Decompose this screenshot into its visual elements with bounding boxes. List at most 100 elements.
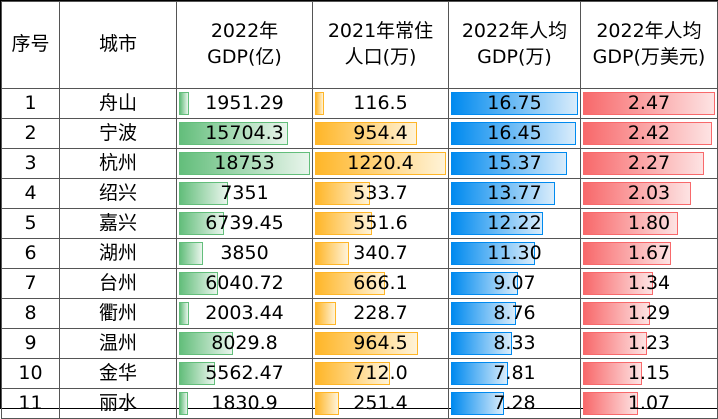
gdp-data-bar (179, 332, 233, 355)
row-pop: 551.6 (312, 208, 449, 239)
table-row: 8 衢州 2003.44 228.7 8.76 1.29 (1, 298, 718, 329)
row-pop-value: 666.1 (353, 272, 408, 294)
row-pc-value: 9.07 (493, 272, 536, 294)
row-index: 5 (1, 208, 60, 239)
usd-data-bar (583, 182, 691, 205)
usd-data-bar (583, 152, 704, 175)
row-usd: 1.80 (580, 208, 718, 239)
row-index: 10 (1, 358, 60, 389)
row-pop: 533.7 (312, 178, 449, 209)
table-row: 1 舟山 1951.29 116.5 16.75 2.47 (1, 88, 718, 119)
row-pc: 11.30 (448, 238, 581, 269)
row-gdp: 15704.3 (176, 118, 313, 149)
header-city: 城市 (59, 1, 177, 89)
pop-data-bar (315, 332, 418, 355)
row-pc-value: 7.81 (493, 362, 536, 384)
pc-data-bar (451, 242, 536, 265)
row-gdp: 6040.72 (176, 268, 313, 299)
table-body: 1 舟山 1951.29 116.5 16.75 2.47 2 宁波 15704.3 954.4 1… (1, 88, 718, 419)
row-usd: 2.42 (580, 118, 718, 149)
header-gdp: 2022年 GDP(亿) (176, 1, 313, 89)
table-row: 7 台州 6040.72 666.1 9.07 1.34 (1, 268, 718, 299)
row-city-value: 湖州 (98, 242, 137, 264)
row-pc-value: 15.37 (487, 152, 542, 174)
row-pc: 8.76 (448, 298, 581, 329)
pc-data-bar (451, 332, 513, 355)
gdp-data-bar (179, 92, 190, 115)
row-gdp-value: 15704.3 (205, 122, 284, 144)
row-city: 金华 (59, 358, 177, 389)
row-index: 7 (1, 268, 60, 299)
usd-data-bar (583, 302, 651, 325)
row-gdp-value: 3850 (220, 242, 269, 264)
row-usd-value: 2.42 (627, 122, 671, 144)
pop-data-bar (315, 122, 417, 145)
table-row: 3 杭州 18753 1220.4 15.37 2.27 (1, 148, 718, 179)
row-gdp-value: 1951.29 (205, 92, 284, 114)
row-gdp-value: 7351 (220, 182, 269, 204)
row-pop-value: 964.5 (353, 332, 408, 354)
header-usd-line2: GDP(万美元) (592, 46, 706, 68)
row-gdp-value: 5562.47 (205, 362, 284, 384)
header-row: 序号 城市 2022年 GDP(亿) 2021年常住 人口(万) 2022年人均… (1, 1, 718, 89)
row-pc-value: 11.30 (487, 242, 542, 264)
row-pop-value: 551.6 (353, 212, 408, 234)
row-pop: 964.5 (312, 328, 449, 359)
header-pc-line2: GDP(万) (477, 46, 552, 68)
usd-data-bar (583, 272, 653, 295)
usd-data-bar (583, 242, 671, 265)
row-index: 4 (1, 178, 60, 209)
pc-data-bar (451, 212, 543, 235)
row-gdp: 18753 (176, 148, 313, 179)
pop-data-bar (315, 242, 349, 265)
row-gdp: 7351 (176, 178, 313, 209)
gdp-data-bar (179, 152, 310, 175)
row-usd-value: 2.47 (627, 92, 671, 114)
row-city-value: 嘉兴 (98, 212, 137, 234)
row-pc: 15.37 (448, 148, 581, 179)
row-index-value: 9 (24, 332, 37, 354)
row-pc-value: 13.77 (487, 182, 542, 204)
row-usd-value: 1.80 (627, 212, 671, 234)
row-gdp-value: 8029.8 (211, 332, 278, 354)
row-pc-value: 16.45 (487, 122, 542, 144)
row-pc: 7.28 (448, 388, 581, 419)
gdp-data-bar (179, 212, 224, 235)
row-pop-value: 712.0 (353, 362, 408, 384)
row-index-value: 2 (24, 122, 37, 144)
header-usd-line1: 2022年人均 (596, 20, 702, 43)
row-city-value: 台州 (98, 272, 137, 294)
row-usd: 2.47 (580, 88, 718, 119)
row-index-value: 5 (24, 212, 37, 234)
header-pc-line1: 2022年人均 (461, 20, 568, 43)
pop-data-bar (315, 182, 371, 205)
row-index: 2 (1, 118, 60, 149)
row-usd: 1.29 (580, 298, 718, 329)
row-pc-value: 7.28 (493, 392, 536, 414)
row-gdp: 2003.44 (176, 298, 313, 329)
row-gdp: 8029.8 (176, 328, 313, 359)
row-usd-value: 1.15 (627, 362, 671, 384)
row-pop-value: 1220.4 (347, 152, 414, 174)
row-city: 宁波 (59, 118, 177, 149)
row-usd: 1.15 (580, 358, 718, 389)
row-city: 温州 (59, 328, 177, 359)
row-city: 衢州 (59, 298, 177, 329)
row-gdp: 6739.45 (176, 208, 313, 239)
row-gdp: 3850 (176, 238, 313, 269)
header-pop-line2: 人口(万) (344, 46, 417, 68)
row-usd: 2.03 (580, 178, 718, 209)
pop-data-bar (315, 212, 373, 235)
gdp-data-bar (179, 272, 219, 295)
row-pop: 251.4 (312, 388, 449, 419)
header-pop-line1: 2021年常住 (327, 20, 434, 43)
row-pc: 7.81 (448, 358, 581, 389)
pop-data-bar (315, 302, 337, 325)
table-row: 2 宁波 15704.3 954.4 16.45 2.42 (1, 118, 718, 149)
pc-data-bar (451, 362, 509, 385)
row-city-value: 绍兴 (98, 182, 137, 204)
row-city-value: 丽水 (98, 392, 137, 414)
gdp-data-bar (179, 122, 289, 145)
usd-data-bar (583, 92, 715, 115)
